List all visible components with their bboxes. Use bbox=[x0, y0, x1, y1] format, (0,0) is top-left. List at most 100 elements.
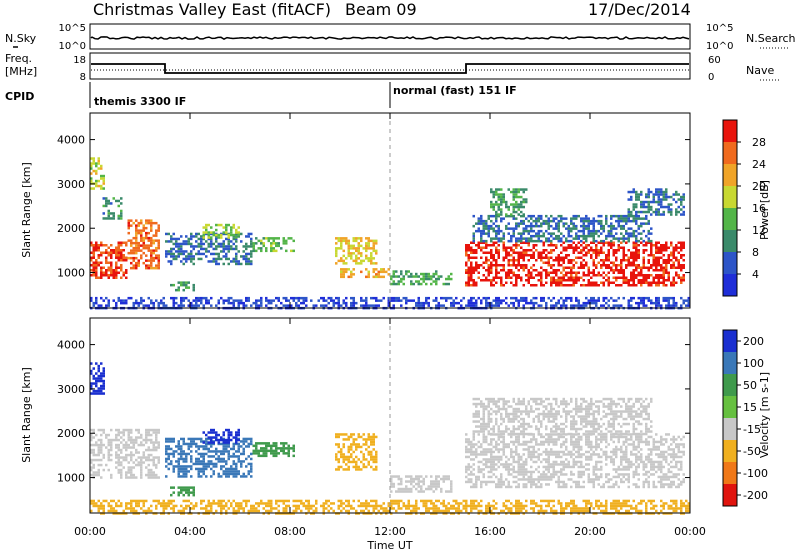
power-cell bbox=[517, 276, 520, 279]
power-cell bbox=[320, 304, 323, 307]
velocity-cell bbox=[282, 447, 285, 450]
power-cell bbox=[662, 269, 665, 272]
velocity-cell bbox=[262, 442, 265, 445]
power-cell bbox=[135, 299, 138, 302]
power-cell bbox=[667, 205, 670, 209]
velocity-cell bbox=[510, 448, 513, 451]
velocity-cell bbox=[475, 453, 478, 456]
power-cell bbox=[562, 266, 565, 269]
power-cell bbox=[147, 264, 150, 267]
velocity-cell bbox=[292, 447, 295, 450]
velocity-cell bbox=[90, 382, 93, 385]
velocity-cell bbox=[185, 467, 188, 471]
velocity-cell bbox=[360, 468, 363, 471]
velocity-cell bbox=[517, 473, 520, 476]
power-cell bbox=[445, 277, 448, 281]
power-cell bbox=[177, 255, 180, 258]
power-cell bbox=[180, 296, 183, 300]
velocity-cell bbox=[237, 428, 240, 432]
power-cell bbox=[552, 264, 555, 267]
power-cell bbox=[135, 231, 138, 235]
power-cell bbox=[492, 195, 495, 199]
power-cell bbox=[292, 296, 295, 300]
power-cell bbox=[665, 266, 668, 269]
velocity-cell bbox=[172, 450, 175, 453]
power-cell bbox=[430, 277, 433, 281]
velocity-cell bbox=[120, 431, 123, 434]
velocity-cell bbox=[180, 452, 183, 456]
power-cell bbox=[680, 203, 683, 206]
power-cell bbox=[235, 236, 238, 239]
power-cell bbox=[95, 179, 98, 183]
power-cell bbox=[657, 296, 660, 300]
velocity-cell bbox=[485, 440, 488, 444]
power-cell bbox=[675, 200, 678, 204]
velocity-cell bbox=[97, 392, 100, 395]
power-cell bbox=[117, 251, 120, 254]
power-echo-region bbox=[202, 223, 240, 239]
velocity-cell bbox=[185, 465, 188, 468]
velocity-cell bbox=[165, 450, 168, 453]
power-cell bbox=[582, 266, 585, 269]
power-cell bbox=[330, 296, 333, 300]
power-cell bbox=[367, 247, 370, 250]
power-cell bbox=[167, 250, 170, 253]
power-cell bbox=[355, 262, 358, 265]
power-cell bbox=[575, 234, 578, 238]
power-cell bbox=[502, 241, 505, 244]
power-cell bbox=[612, 271, 615, 274]
power-cell bbox=[620, 304, 623, 307]
velocity-cell bbox=[242, 452, 245, 456]
power-cell bbox=[182, 240, 185, 243]
power-cell bbox=[90, 259, 93, 262]
power-cell bbox=[672, 296, 675, 300]
power-cell bbox=[625, 264, 628, 267]
power-cell bbox=[187, 237, 190, 241]
power-cell bbox=[437, 304, 440, 307]
velocity-cell bbox=[570, 478, 573, 481]
power-cell bbox=[637, 279, 640, 282]
velocity-cell bbox=[182, 440, 185, 443]
power-cell bbox=[515, 299, 518, 302]
power-cell bbox=[620, 232, 623, 235]
power-cell bbox=[245, 245, 248, 248]
velocity-cell bbox=[217, 475, 220, 478]
power-cell bbox=[255, 237, 258, 240]
power-cell bbox=[670, 304, 673, 307]
power-cell bbox=[217, 262, 220, 266]
power-cell bbox=[517, 203, 520, 206]
velocity-cell bbox=[562, 440, 565, 444]
power-cell bbox=[667, 210, 670, 214]
power-cell bbox=[615, 227, 618, 230]
velocity-cell bbox=[182, 450, 185, 453]
power-cell bbox=[460, 304, 463, 307]
power-cell bbox=[600, 214, 603, 218]
velocity-cell bbox=[502, 480, 505, 484]
power-cell bbox=[212, 247, 215, 251]
velocity-cell bbox=[225, 445, 228, 448]
power-cell bbox=[500, 279, 503, 282]
velocity-cell bbox=[427, 485, 430, 488]
power-cell bbox=[495, 224, 498, 228]
power-cell bbox=[137, 241, 140, 245]
velocity-cell bbox=[595, 445, 598, 449]
power-cell bbox=[647, 281, 650, 284]
power-cell bbox=[585, 239, 588, 243]
power-cell bbox=[622, 269, 625, 272]
power-cell bbox=[487, 271, 490, 274]
velocity-cell bbox=[592, 485, 595, 489]
power-cell bbox=[280, 247, 283, 250]
power-cell bbox=[352, 252, 355, 255]
power-cell bbox=[97, 264, 100, 267]
power-cell bbox=[220, 233, 223, 237]
power-cell bbox=[582, 259, 585, 262]
power-cell bbox=[285, 242, 288, 245]
power-cell bbox=[97, 167, 100, 170]
power-cell bbox=[210, 236, 213, 239]
velocity-cell bbox=[492, 450, 495, 454]
power-cell bbox=[250, 252, 253, 256]
velocity-cell bbox=[147, 456, 150, 459]
power-cell bbox=[640, 205, 643, 209]
velocity-cell bbox=[180, 467, 183, 471]
velocity-cell bbox=[220, 438, 223, 442]
